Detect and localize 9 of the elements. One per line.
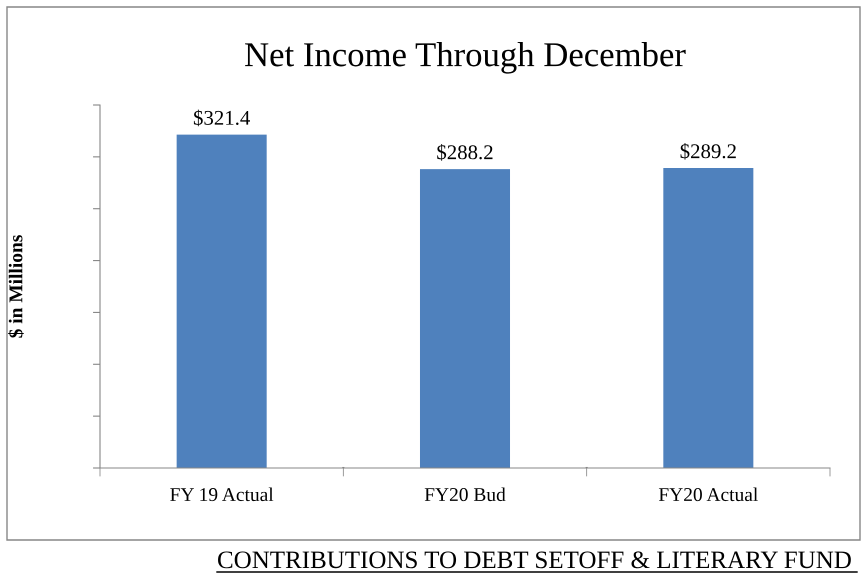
text: CONTRIBUTIONS TO DEBT SETOFF & LITERARY FUND	[218, 551, 851, 568]
y-axis-title: $ in Millions	[8, 235, 24, 338]
data-label: $289.2	[680, 142, 736, 160]
data-label: $321.4	[194, 110, 250, 126]
data-label: $288.2	[437, 144, 492, 161]
x-tick-label: FY20 Bud	[424, 487, 506, 502]
chart-title: Net Income Through December	[245, 42, 686, 74]
x-tick-label: FY 19 Actual	[170, 487, 274, 502]
x-tick-label: FY20 Actual	[658, 487, 758, 502]
